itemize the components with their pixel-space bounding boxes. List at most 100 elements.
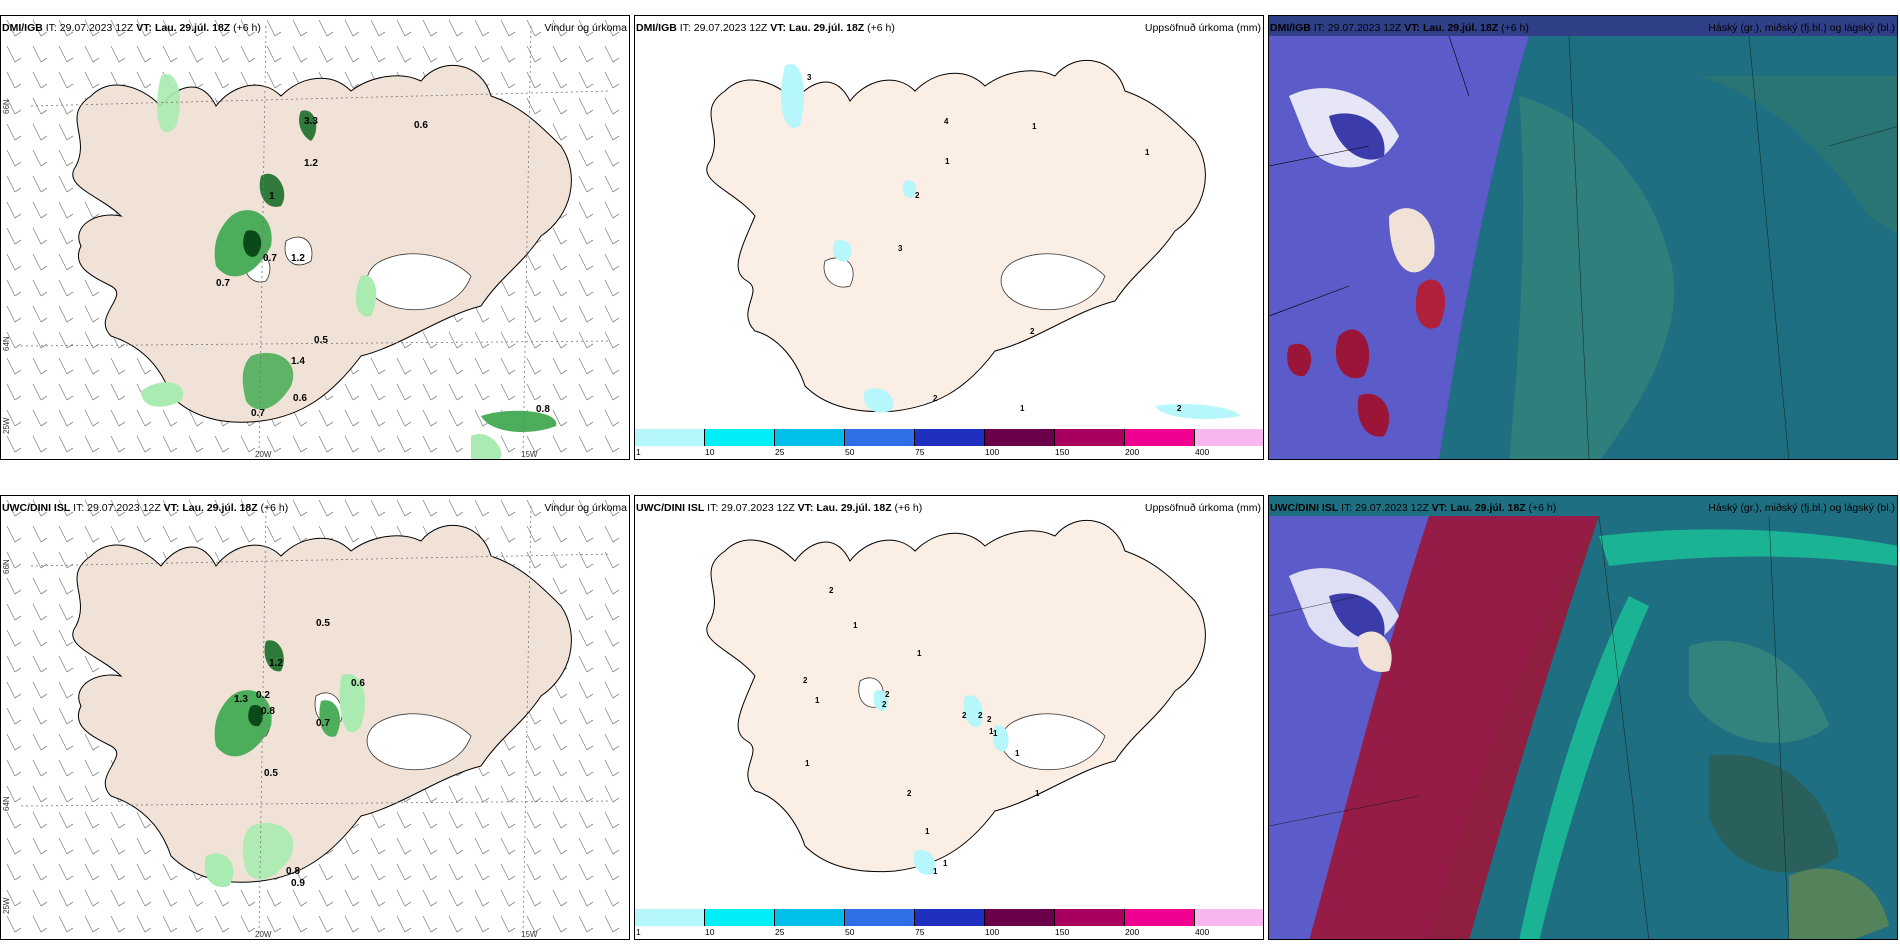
precip-value: 1 xyxy=(1032,122,1037,131)
colorbar-swatch xyxy=(915,429,985,446)
map-precip-dmi: 3 4 1 1 1 2 3 2 2 1 2 xyxy=(706,60,1240,419)
precip-value: 1.2 xyxy=(304,158,318,169)
precip-value: 1 xyxy=(815,696,820,705)
precip-value: 1.4 xyxy=(291,356,305,367)
precip-value: 2 xyxy=(803,676,808,685)
map-clouds-dmi xyxy=(1269,16,1897,459)
precip-value: 2 xyxy=(829,586,834,595)
axis-label-66n: 66N xyxy=(2,99,11,114)
colorbar-tick: 75 xyxy=(915,447,925,457)
map-wind-dmi: 66N 64N 25W 20W 15W 3.3 0.6 1.2 1 0.7 1.… xyxy=(1,16,629,459)
precip-value: 3 xyxy=(807,73,812,82)
precip-value: 0.8 xyxy=(286,866,300,877)
colorbar-tick: 25 xyxy=(775,927,785,937)
colorbar-swatch xyxy=(1125,429,1195,446)
colorbar-swatch xyxy=(1055,429,1125,446)
precip-value: 2 xyxy=(987,715,992,724)
precip-value: 1 xyxy=(917,649,922,658)
colorbar-swatch xyxy=(1195,429,1263,446)
precip-value: 3 xyxy=(898,244,903,253)
precip-value: 0.7 xyxy=(216,278,230,289)
panel-header: UWC/DINI ISL IT: 29.07.2023 12Z VT: Lau.… xyxy=(1270,502,1895,514)
colorbar-tick: 50 xyxy=(845,927,855,937)
colorbar-swatch xyxy=(635,909,705,926)
precip-value: 1 xyxy=(1015,749,1020,758)
colorbar-tick: 100 xyxy=(985,927,1000,937)
precip-value: 1.2 xyxy=(269,658,283,669)
precip-value: 0.7 xyxy=(251,408,265,419)
precip-value: 4 xyxy=(944,117,949,126)
axis-label-64n: 64N xyxy=(2,336,11,351)
axis-label-25w: 25W xyxy=(2,417,11,434)
precip-value: 1 xyxy=(925,827,930,836)
precip-value: 2 xyxy=(933,394,938,403)
colorbar-swatch xyxy=(985,909,1055,926)
panel-clouds-uwc: UWC/DINI ISL IT: 29.07.2023 12Z VT: Lau.… xyxy=(1268,495,1898,940)
colorbar-tick: 400 xyxy=(1195,447,1210,457)
precip-value: 1 xyxy=(993,729,998,738)
colorbar-tick: 150 xyxy=(1055,927,1070,937)
axis-label-64n: 64N xyxy=(2,796,11,811)
panel-wind-uwc: 66N 64N 25W 20W 15W 0.5 1.2 1.3 0.2 0.8 … xyxy=(0,495,630,940)
panel-precip-uwc: 2 1 1 2 1 2 2 2 2 2 1 1 1 1 1 2 1 1 1 1 … xyxy=(634,495,1264,940)
precip-value: 1 xyxy=(1020,404,1025,413)
precip-value: 1 xyxy=(1145,148,1150,157)
colorbar-tick: 50 xyxy=(845,447,855,457)
axis-label-66n: 66N xyxy=(2,559,11,574)
colorbar-swatch xyxy=(845,429,915,446)
colorbar-swatch xyxy=(845,909,915,926)
colorbar-tick: 150 xyxy=(1055,447,1070,457)
precip-value: 2 xyxy=(978,711,983,720)
axis-label-25w: 25W xyxy=(2,897,11,914)
colorbar-tick: 1 xyxy=(636,927,641,937)
colorbar-tick: 25 xyxy=(775,447,785,457)
precip-value: 0.9 xyxy=(291,878,305,889)
precip-value: 1.2 xyxy=(291,253,305,264)
map-precip-uwc: 2 1 1 2 1 2 2 2 2 2 1 1 1 1 1 2 1 1 1 xyxy=(706,520,1206,876)
colorbar-tick: 1 xyxy=(636,447,641,457)
panel-header: DMI/IGB IT: 29.07.2023 12Z VT: Lau. 29.j… xyxy=(2,22,627,34)
colorbar-tick: 400 xyxy=(1195,927,1210,937)
precip-value: 1 xyxy=(805,759,810,768)
colorbar-swatch xyxy=(985,429,1055,446)
colorbar-tick: 100 xyxy=(985,447,1000,457)
axis-label-15w: 15W xyxy=(521,930,538,939)
axis-label-20w: 20W xyxy=(255,450,272,459)
iceland-landmass xyxy=(706,520,1206,873)
precip-value: 0.7 xyxy=(316,718,330,729)
precip-value: 2 xyxy=(915,191,920,200)
colorbar-swatch xyxy=(1125,909,1195,926)
precip-value: 2 xyxy=(907,789,912,798)
precip-value: 2 xyxy=(882,700,887,709)
axis-label-20w: 20W xyxy=(255,930,272,939)
precip-value: 2 xyxy=(962,711,967,720)
colorbar-tick: 10 xyxy=(705,447,715,457)
axis-label-15w: 15W xyxy=(521,450,538,459)
colorbar-tick: 10 xyxy=(705,927,715,937)
precip-value: 2 xyxy=(1030,327,1035,336)
panel-header: UWC/DINI ISL IT: 29.07.2023 12Z VT: Lau.… xyxy=(2,502,627,514)
colorbar-tick: 200 xyxy=(1125,447,1140,457)
precip-value: 1 xyxy=(943,859,948,868)
precip-value: 0.2 xyxy=(256,690,270,701)
colorbar-tick: 200 xyxy=(1125,927,1140,937)
precip-value: 3.3 xyxy=(304,116,318,127)
colorbar-tick: 75 xyxy=(915,927,925,937)
precip-value: 0.5 xyxy=(264,768,278,779)
precip-value: 0.6 xyxy=(351,678,365,689)
panel-header: DMI/IGB IT: 29.07.2023 12Z VT: Lau. 29.j… xyxy=(1270,22,1895,34)
panel-header: DMI/IGB IT: 29.07.2023 12Z VT: Lau. 29.j… xyxy=(636,22,1261,34)
precip-value: 0.8 xyxy=(261,706,275,717)
precip-colorbar: 1 10 25 50 75 100 150 200 400 xyxy=(635,909,1263,939)
colorbar-swatch xyxy=(705,909,775,926)
panel-header: UWC/DINI ISL IT: 29.07.2023 12Z VT: Lau.… xyxy=(636,502,1261,514)
colorbar-swatch xyxy=(705,429,775,446)
precip-value: 1 xyxy=(269,191,275,202)
panel-clouds-dmi: DMI/IGB IT: 29.07.2023 12Z VT: Lau. 29.j… xyxy=(1268,15,1898,460)
colorbar-swatch xyxy=(775,909,845,926)
colorbar-swatch xyxy=(775,429,845,446)
precip-value: 0.7 xyxy=(263,253,277,264)
colorbar-swatch xyxy=(1055,909,1125,926)
panel-precip-dmi: 3 4 1 1 1 2 3 2 2 1 2 1 10 25 50 75 100 … xyxy=(634,15,1264,460)
precip-value: 2 xyxy=(1177,404,1182,413)
